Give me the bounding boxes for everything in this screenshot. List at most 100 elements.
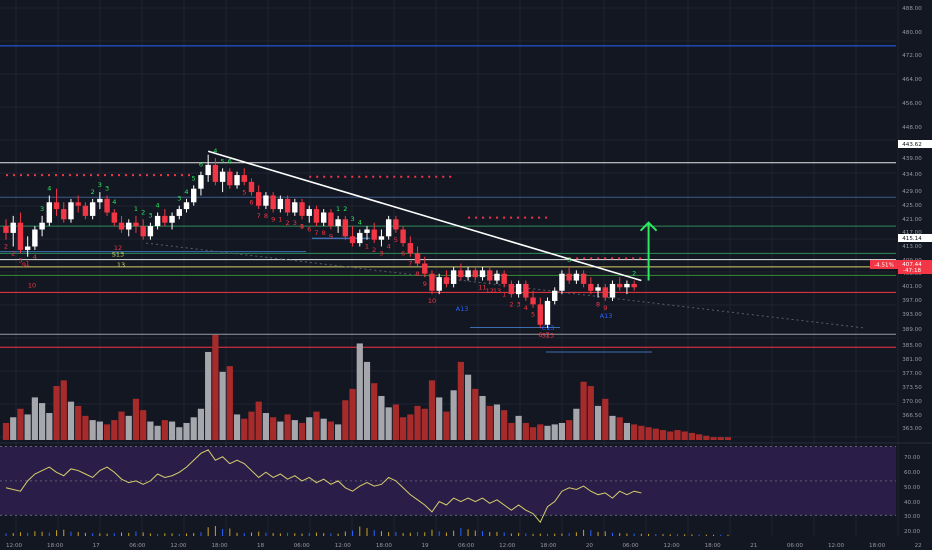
time-tick-label: 18:00 — [705, 543, 722, 549]
candle-body — [422, 263, 428, 274]
histogram-bar — [655, 534, 657, 536]
histogram-bar — [424, 532, 426, 536]
td-label-green: 3 — [177, 195, 181, 203]
volume-bar — [248, 411, 255, 440]
histogram-bar — [510, 533, 512, 536]
candle-body — [515, 283, 522, 295]
td-label-green: 5 — [192, 174, 196, 182]
histogram-bar — [705, 534, 707, 536]
histogram-bar — [640, 533, 642, 536]
price-tick-label: 448.00 — [902, 125, 922, 131]
histogram-bar — [583, 529, 585, 536]
time-tick-label: 12:00 — [499, 543, 516, 549]
volume-bar — [335, 424, 342, 440]
price-tick-label: 472.00 — [902, 53, 922, 59]
candle-body — [523, 283, 529, 298]
price-badge — [898, 266, 932, 274]
candle-body — [126, 222, 132, 230]
histogram-bar — [417, 532, 419, 536]
volume-bar — [558, 422, 566, 440]
price-tick-label: 421.00 — [902, 217, 922, 223]
td-label-red: 3 — [293, 219, 297, 227]
histogram-bar — [359, 526, 361, 536]
td-label-red: 10 — [428, 297, 436, 305]
candle-body — [450, 270, 457, 284]
time-axis[interactable]: 12:00 18:00 17 06:00 12:00 18:00 18 06:00 12:00 1… — [0, 538, 932, 550]
price-tick-label: 385.00 — [902, 343, 922, 349]
histogram-bar — [669, 534, 671, 536]
volume-bar — [580, 381, 587, 440]
volume-bar — [631, 424, 638, 440]
histogram-bar — [547, 533, 548, 536]
td-label-green: 2 — [141, 208, 145, 216]
histogram-bar — [178, 533, 180, 536]
histogram-bar — [633, 533, 635, 536]
volume-bar — [39, 403, 46, 440]
rsi-pane[interactable] — [0, 442, 932, 536]
histogram-bar — [676, 534, 678, 536]
candle-body — [198, 175, 204, 189]
price-badge-text: 415.14 — [902, 236, 922, 242]
histogram-bar — [337, 533, 339, 536]
volume-bar — [717, 437, 724, 440]
histogram-bar — [135, 531, 137, 536]
td-label-red: 2 — [372, 246, 376, 254]
candle-body — [436, 277, 442, 291]
volume-bar — [472, 388, 479, 440]
histogram-bar — [142, 532, 144, 536]
candle-body — [89, 202, 96, 216]
histogram-bar — [453, 530, 455, 536]
td-label-red: 7 — [314, 229, 318, 237]
price-tick-label: 366.50 — [902, 413, 922, 419]
volume-bar — [103, 424, 111, 440]
volume-bar — [566, 420, 573, 440]
price-tick-label: 381.00 — [902, 357, 922, 363]
volume-bar — [363, 361, 371, 440]
td-label-green: 4 — [112, 198, 116, 206]
price-candles[interactable] — [3, 154, 637, 329]
candle-body — [479, 270, 486, 278]
volume-bar — [60, 380, 67, 440]
volume-bar — [696, 434, 703, 440]
histogram-bar — [301, 533, 303, 536]
histogram-bar — [352, 530, 354, 536]
price-tick-label: 425.00 — [902, 203, 922, 209]
histogram-bar — [395, 531, 397, 536]
td-label-green: 2 — [343, 205, 347, 213]
candle-body — [335, 219, 341, 227]
volume-bar — [349, 388, 356, 440]
price-axis[interactable]: 488.00 480.00 472.00 464.00 456.00 448.00 439.… — [870, 6, 932, 535]
td-label-red: 8 — [596, 301, 600, 309]
volume-bar — [233, 414, 241, 440]
volume-bar — [486, 405, 493, 440]
volume-bar — [659, 430, 667, 440]
histogram-bar — [388, 532, 390, 536]
volume-bar — [306, 417, 313, 440]
volume-bar — [667, 431, 674, 440]
rsi-tick-label: 40.00 — [904, 500, 920, 506]
histogram-bar — [272, 533, 274, 536]
candle-body — [364, 229, 370, 233]
volume-bar — [443, 411, 450, 440]
drawings[interactable] — [207, 150, 658, 282]
candle-body — [270, 195, 276, 210]
candle-body — [97, 198, 103, 203]
td-label-red: 4 — [387, 243, 391, 251]
candle-body — [588, 283, 594, 291]
trendline — [207, 150, 642, 282]
volume-bar — [241, 418, 248, 440]
td-label-red: 3 — [517, 301, 521, 309]
td-label-green: 6 — [228, 157, 232, 165]
time-tick-label: 06:00 — [129, 543, 146, 549]
histogram-bar — [214, 526, 216, 536]
time-tick-label: 22 — [915, 543, 922, 549]
candle-body — [631, 283, 637, 288]
volume-bar — [132, 398, 140, 440]
volume-bar — [298, 422, 306, 440]
candle-body — [530, 297, 536, 305]
histogram-bar — [207, 527, 209, 536]
volume-bar — [400, 417, 407, 440]
volume-bar — [544, 425, 551, 440]
histogram-bar — [236, 532, 238, 536]
